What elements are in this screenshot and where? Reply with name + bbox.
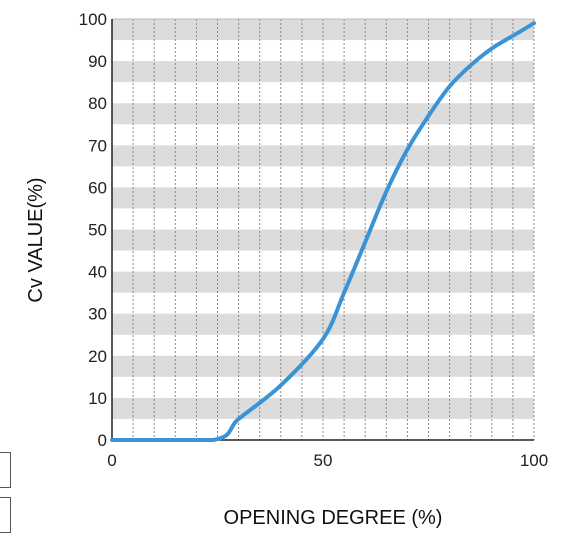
table-fragment-cell — [0, 497, 11, 533]
y-tick-label: 90 — [88, 52, 107, 71]
y-tick-label: 0 — [98, 431, 107, 450]
y-tick-label: 40 — [88, 263, 107, 282]
grid-band — [112, 355, 534, 377]
grid-band — [112, 271, 534, 293]
y-tick-label: 30 — [88, 305, 107, 324]
x-tick-label: 0 — [107, 451, 116, 470]
x-tick-labels: 0 50 100 — [107, 451, 548, 470]
grid-band — [112, 103, 534, 125]
y-tick-label: 60 — [88, 178, 107, 197]
y-axis-title: Cv VALUE(%) — [25, 177, 47, 302]
horizontal-bands — [112, 19, 534, 419]
cv-curve — [110, 21, 536, 442]
y-tick-label: 20 — [88, 347, 107, 366]
y-tick-labels: 0 10 20 30 40 50 60 70 80 90 100 — [79, 10, 107, 450]
y-tick-label: 100 — [79, 10, 107, 29]
x-tick-label: 50 — [314, 451, 333, 470]
y-tick-label: 50 — [88, 221, 107, 240]
x-tick-label: 100 — [520, 451, 548, 470]
y-tick-label: 80 — [88, 94, 107, 113]
x-axis-title: OPENING DEGREE (%) — [224, 507, 443, 529]
y-tick-label: 70 — [88, 136, 107, 155]
grid-band — [112, 187, 534, 209]
y-tick-label: 10 — [88, 389, 107, 408]
table-fragment-cell — [0, 452, 11, 488]
